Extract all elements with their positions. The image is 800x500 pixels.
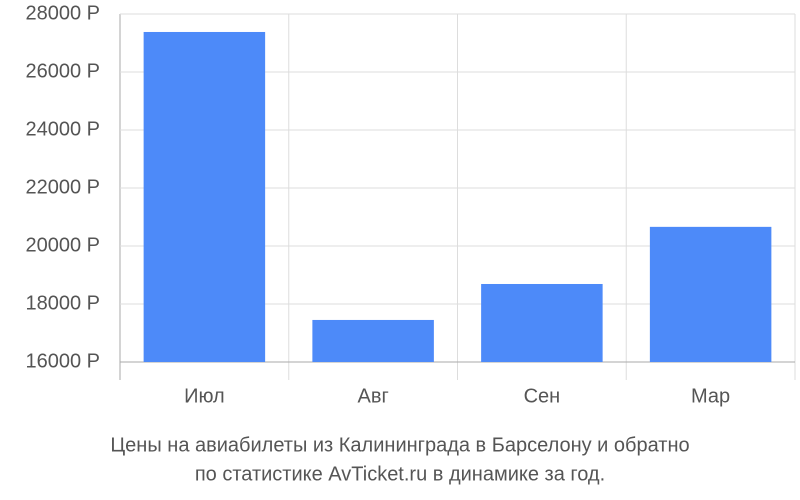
x-tick-label: Мар [691,385,730,407]
y-tick-label: 16000 Р [25,350,100,372]
x-tick-label: Авг [357,385,388,407]
bar [481,283,603,362]
y-tick-label: 18000 Р [25,292,100,314]
x-tick-label: Июл [184,385,225,407]
bar [312,319,434,362]
y-tick-label: 28000 Р [25,2,100,24]
y-tick-label: 22000 Р [25,176,100,198]
y-tick-label: 20000 Р [25,234,100,256]
bar [649,226,772,362]
y-tick-label: 24000 Р [25,118,100,140]
chart-title: по статистике AvTicket.ru в динамике за … [195,463,605,485]
bar [143,31,266,362]
y-tick-label: 26000 Р [25,60,100,82]
x-tick-label: Сен [524,385,561,407]
chart-title: Цены на авиабилеты из Калининграда в Бар… [110,434,689,456]
